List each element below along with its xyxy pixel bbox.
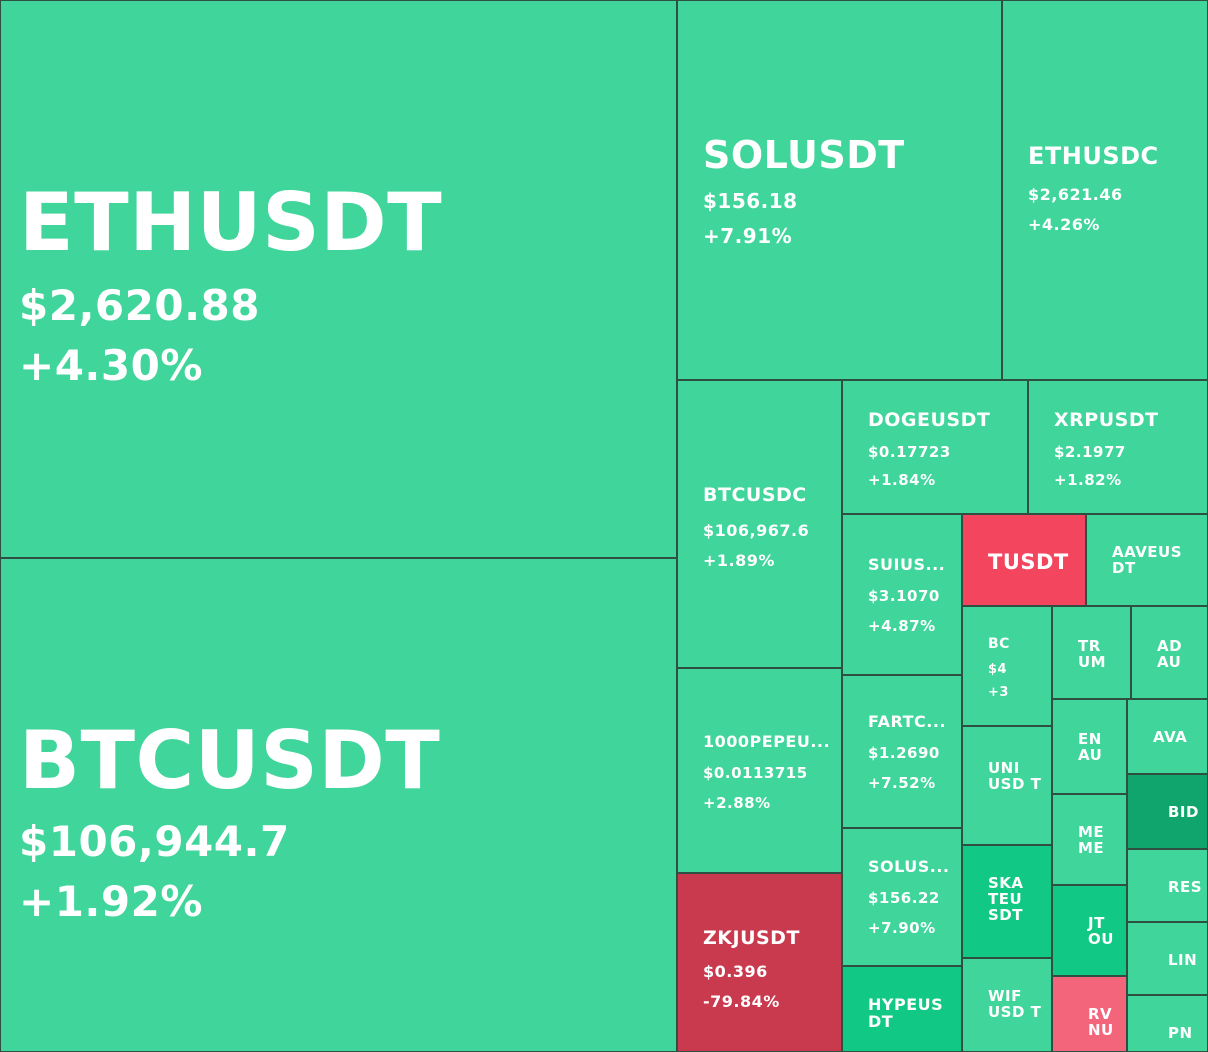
tile-symbol: EN AU — [1078, 730, 1103, 764]
tile-symbol: ME ME — [1078, 823, 1105, 857]
treemap-tile-1000pepeu[interactable]: 1000PEPEU... $0.0113715 +2.88% — [677, 668, 842, 873]
tile-price: $1.2690 — [868, 744, 940, 762]
tile-price: $4 — [988, 662, 1008, 677]
tile-change: +1.89% — [703, 551, 775, 570]
tile-change: +7.90% — [868, 919, 936, 937]
treemap-tile-uni-usd-t[interactable]: UNI USD T — [962, 726, 1052, 845]
tile-price: $2,620.88 — [19, 281, 260, 330]
treemap-tile-ad-au[interactable]: AD AU — [1131, 606, 1208, 699]
treemap-tile-hypeus-dt[interactable]: HYPEUS DT — [842, 966, 962, 1052]
tile-symbol: TR UM — [1078, 637, 1107, 671]
tile-symbol: WIF USD T — [988, 987, 1042, 1021]
treemap-tile-xrpusdt[interactable]: XRPUSDT $2.1977 +1.82% — [1028, 380, 1208, 514]
tile-change: +4.26% — [1028, 215, 1100, 234]
tile-symbol: ETHUSDT — [19, 176, 443, 269]
tile-symbol: BC — [988, 636, 1010, 652]
treemap-tile-me-me[interactable]: ME ME — [1052, 794, 1127, 885]
tile-price: $0.0113715 — [703, 764, 808, 782]
treemap-tile-suius[interactable]: SUIUS... $3.1070 +4.87% — [842, 514, 962, 675]
tile-change: -79.84% — [703, 992, 780, 1011]
tile-price: $3.1070 — [868, 587, 940, 605]
treemap-tile-btcusdc[interactable]: BTCUSDC $106,967.6 +1.89% — [677, 380, 842, 668]
tile-symbol: DOGEUSDT — [868, 409, 991, 431]
treemap-tile-wif-usd-t[interactable]: WIF USD T — [962, 958, 1052, 1052]
treemap-tile-ethusdc[interactable]: ETHUSDC $2,621.46 +4.26% — [1002, 0, 1208, 380]
tile-change: +2.88% — [703, 794, 771, 812]
treemap-tile-solus[interactable]: SOLUS... $156.22 +7.90% — [842, 828, 962, 966]
treemap-tile-ava[interactable]: AVA — [1127, 699, 1208, 774]
treemap-tile-pn[interactable]: PN — [1127, 995, 1208, 1052]
tile-change: +4.30% — [19, 341, 203, 390]
tile-symbol: ZKJUSDT — [703, 927, 800, 949]
tile-symbol: SOLUSDT — [703, 133, 905, 177]
tile-symbol: SUIUS... — [868, 555, 946, 574]
tile-change: +1.92% — [19, 877, 203, 926]
treemap-tile-ska-teu-sdt[interactable]: SKA TEU SDT — [962, 845, 1052, 958]
tile-symbol: RV NU — [1088, 1005, 1114, 1039]
tile-price: $106,967.6 — [703, 521, 810, 540]
treemap-tile-rv-nu[interactable]: RV NU — [1052, 976, 1127, 1052]
treemap-tile-jt-ou[interactable]: JT OU — [1052, 885, 1127, 976]
tile-price: $2,621.46 — [1028, 185, 1123, 204]
treemap-tile-fartc[interactable]: FARTC... $1.2690 +7.52% — [842, 675, 962, 828]
tile-symbol: HYPEUS DT — [868, 995, 944, 1031]
treemap-tile-aaveus-dt[interactable]: AAVEUS DT — [1086, 514, 1208, 606]
treemap-tile-tusdt[interactable]: TUSDT — [962, 514, 1086, 606]
tile-symbol: XRPUSDT — [1054, 409, 1159, 431]
treemap-tile-solusdt[interactable]: SOLUSDT $156.18 +7.91% — [677, 0, 1002, 380]
tile-symbol: BID — [1168, 803, 1199, 821]
treemap-tile-lin[interactable]: LIN — [1127, 922, 1208, 995]
tile-symbol: SOLUS... — [868, 857, 950, 876]
treemap-tile-ethusdt[interactable]: ETHUSDT $2,620.88 +4.30% — [0, 0, 677, 558]
tile-symbol: JT OU — [1088, 914, 1114, 948]
tile-symbol: SKA TEU SDT — [988, 874, 1024, 924]
tile-symbol: RES — [1168, 878, 1203, 896]
tile-price: $156.18 — [703, 189, 798, 213]
tile-symbol: AAVEUS DT — [1112, 543, 1183, 577]
tile-change: +1.82% — [1054, 471, 1122, 489]
tile-symbol: 1000PEPEU... — [703, 732, 831, 751]
tile-change: +4.87% — [868, 617, 936, 635]
tile-symbol: FARTC... — [868, 712, 946, 731]
tile-symbol: LIN — [1168, 951, 1198, 969]
tile-price: $0.17723 — [868, 443, 951, 461]
tile-change: +7.91% — [703, 224, 793, 248]
tile-symbol: AVA — [1153, 728, 1188, 746]
treemap-tile-zkjusdt[interactable]: ZKJUSDT $0.396 -79.84% — [677, 873, 842, 1052]
tile-symbol: BTCUSDT — [19, 714, 441, 807]
treemap-tile-bc[interactable]: BC $4 +3 — [962, 606, 1052, 726]
tile-symbol: AD AU — [1157, 637, 1183, 671]
tile-symbol: PN — [1168, 1024, 1193, 1042]
treemap-tile-en-au[interactable]: EN AU — [1052, 699, 1127, 794]
tile-price: $106,944.7 — [19, 817, 290, 866]
treemap-tile-dogeusdt[interactable]: DOGEUSDT $0.17723 +1.84% — [842, 380, 1028, 514]
tile-change: +1.84% — [868, 471, 936, 489]
tile-symbol: BTCUSDC — [703, 484, 807, 506]
tile-symbol: UNI USD T — [988, 759, 1042, 793]
treemap-tile-btcusdt[interactable]: BTCUSDT $106,944.7 +1.92% — [0, 558, 677, 1052]
tile-change: +7.52% — [868, 774, 936, 792]
treemap-tile-tr-um[interactable]: TR UM — [1052, 606, 1131, 699]
treemap-tile-bid[interactable]: BID — [1127, 774, 1208, 849]
tile-price: $2.1977 — [1054, 443, 1126, 461]
tile-symbol: TUSDT — [988, 550, 1069, 574]
tile-change: +3 — [988, 685, 1009, 700]
treemap-tile-res[interactable]: RES — [1127, 849, 1208, 922]
tile-price: $156.22 — [868, 889, 940, 907]
tile-price: $0.396 — [703, 962, 768, 981]
tile-symbol: ETHUSDC — [1028, 142, 1159, 170]
